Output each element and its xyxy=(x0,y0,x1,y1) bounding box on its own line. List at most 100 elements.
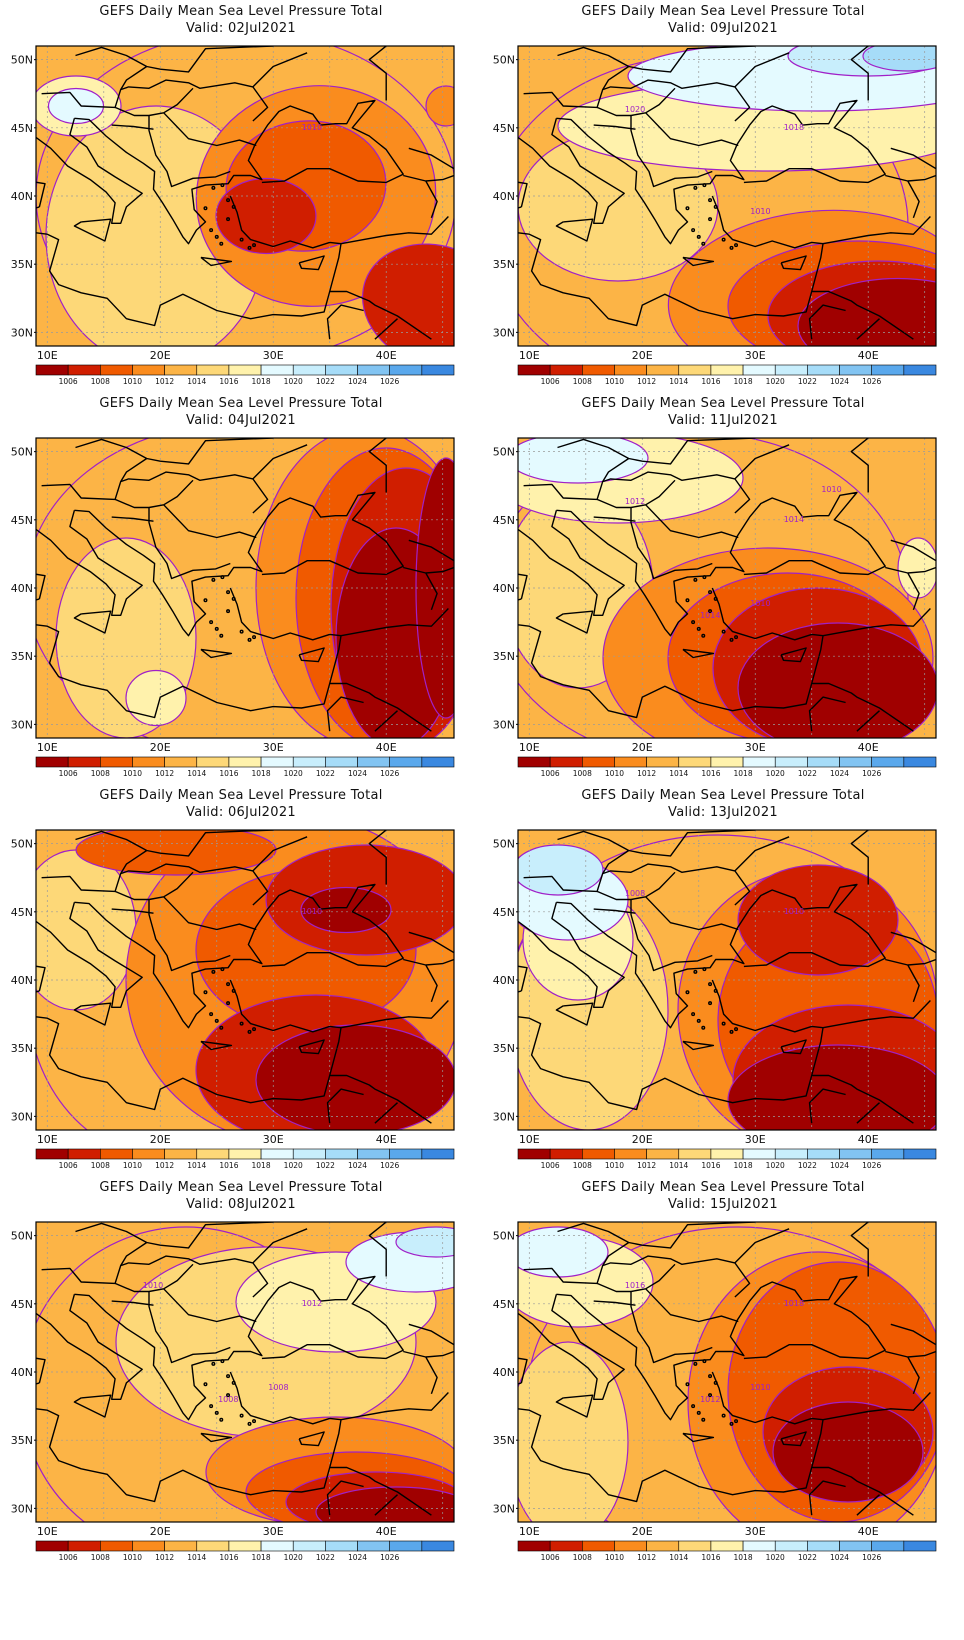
graticule xyxy=(518,46,936,346)
colorbar-swatch xyxy=(614,364,647,376)
colorbar-label: 1006 xyxy=(541,1161,560,1170)
colorbar-label: 1024 xyxy=(830,1553,849,1562)
lat-label: 50N xyxy=(11,54,33,67)
lat-label: 35N xyxy=(493,258,515,271)
pressure-contour-area xyxy=(518,1341,629,1522)
panel-valid-date: Valid: 08Jul2021 xyxy=(186,1197,296,1212)
colorbar-swatch xyxy=(132,1148,165,1160)
pressure-contour-area xyxy=(425,85,454,127)
panel-title: GEFS Daily Mean Sea Level Pressure Total xyxy=(581,788,865,803)
colorbar-label: 1024 xyxy=(348,769,367,778)
colorbar-swatch xyxy=(325,756,358,768)
colorbar-swatch xyxy=(132,364,165,376)
colorbar-swatch xyxy=(839,1540,872,1552)
colorbar-label: 1016 xyxy=(701,1553,720,1562)
lat-label: 45N xyxy=(11,122,33,135)
map-panel-09jul: GEFS Daily Mean Sea Level Pressure Total… xyxy=(482,0,964,410)
lon-label: 20E xyxy=(632,1525,653,1538)
colorbar-swatch xyxy=(710,1148,744,1160)
colorbar-swatch xyxy=(582,1540,615,1552)
pressure-contour-area xyxy=(518,844,604,896)
panel-valid-date: Valid: 04Jul2021 xyxy=(186,413,296,428)
colorbar-label: 1018 xyxy=(252,1161,271,1170)
lon-label: 20E xyxy=(632,349,653,362)
lon-label: 20E xyxy=(150,741,171,754)
colorbar-swatch xyxy=(710,756,744,768)
colorbar-swatch xyxy=(646,756,680,768)
colorbar-swatch xyxy=(260,364,294,376)
colorbar-label: 1026 xyxy=(862,1553,881,1562)
colorbar-label: 1016 xyxy=(219,1553,238,1562)
lon-label: 30E xyxy=(263,349,284,362)
colorbar-swatch xyxy=(292,1540,326,1552)
colorbar-label: 1026 xyxy=(380,769,399,778)
colorbar-swatch xyxy=(292,364,326,376)
colorbar-label: 1024 xyxy=(830,769,849,778)
lat-label: 45N xyxy=(11,514,33,527)
colorbar-label: 1016 xyxy=(701,377,720,386)
colorbar-swatch xyxy=(100,1148,133,1160)
colorbar-label: 1014 xyxy=(669,769,688,778)
colorbar-label: 1006 xyxy=(541,377,560,386)
colorbar-swatch xyxy=(549,756,583,768)
colorbar-label: 1026 xyxy=(862,377,881,386)
map-panel-02jul: GEFS Daily Mean Sea Level Pressure Total… xyxy=(0,0,482,410)
lon-label: 40E xyxy=(376,349,397,362)
panel-valid-date: Valid: 02Jul2021 xyxy=(186,21,296,36)
lat-label: 35N xyxy=(493,1042,515,1055)
colorbar-swatch xyxy=(582,756,615,768)
colorbar-swatch xyxy=(774,1148,808,1160)
lon-label: 40E xyxy=(376,741,397,754)
colorbar-swatch xyxy=(839,364,872,376)
colorbar-swatch xyxy=(742,756,776,768)
colorbar-label: 1012 xyxy=(637,1553,656,1562)
lat-label: 45N xyxy=(11,906,33,919)
contour-label: 1010 xyxy=(750,207,770,216)
coastlines-borders xyxy=(36,438,454,732)
colorbar-swatch xyxy=(164,1148,198,1160)
colorbar-swatch xyxy=(196,1148,230,1160)
colorbar-label: 1010 xyxy=(123,1553,142,1562)
pressure-contour-area xyxy=(737,864,899,976)
lon-label: 40E xyxy=(858,1525,879,1538)
colorbar-swatch xyxy=(35,1148,69,1160)
colorbar-swatch xyxy=(196,1540,230,1552)
map-panel-08jul: GEFS Daily Mean Sea Level Pressure Total… xyxy=(0,1176,482,1586)
contour-label: 1012 xyxy=(302,1299,322,1308)
contour-label: 1020 xyxy=(625,105,645,114)
lat-label: 35N xyxy=(11,1434,33,1447)
contour-label: 1012 xyxy=(625,497,645,506)
colorbar-label: 1020 xyxy=(284,1553,303,1562)
colorbar-swatch xyxy=(357,364,390,376)
panel-title: GEFS Daily Mean Sea Level Pressure Total xyxy=(99,4,383,19)
colorbar-label: 1022 xyxy=(798,769,817,778)
colorbar-swatch xyxy=(742,1148,776,1160)
colorbar-swatch xyxy=(807,1148,840,1160)
contour-label: 1008 xyxy=(625,889,645,898)
lon-label: 10E xyxy=(519,1525,540,1538)
colorbar-swatch xyxy=(389,756,423,768)
colorbar-swatch xyxy=(421,364,455,376)
colorbar-swatch xyxy=(67,1540,101,1552)
colorbar-label: 1024 xyxy=(348,1161,367,1170)
colorbar-swatch xyxy=(325,1540,358,1552)
colorbar-label: 1006 xyxy=(59,377,78,386)
contour-label: 1018 xyxy=(784,1299,804,1308)
colorbar-swatch xyxy=(260,1540,294,1552)
colorbar-label: 1014 xyxy=(187,377,206,386)
colorbar-swatch xyxy=(357,1540,390,1552)
colorbar-label: 1008 xyxy=(573,769,592,778)
colorbar-label: 1022 xyxy=(316,1553,335,1562)
colorbar-label: 1020 xyxy=(766,377,785,386)
contour-label: 1010 xyxy=(302,907,322,916)
graticule xyxy=(518,830,936,1130)
pressure-field: 1018 1016 1010 1012 xyxy=(518,1222,936,1522)
coastlines-borders xyxy=(518,1222,936,1516)
pressure-contour-area xyxy=(797,277,936,346)
colorbar-swatch xyxy=(614,1540,647,1552)
colorbar-label: 1014 xyxy=(187,769,206,778)
colorbar-label: 1006 xyxy=(59,1553,78,1562)
colorbar-label: 1018 xyxy=(252,1553,271,1562)
colorbar-swatch xyxy=(357,1148,390,1160)
